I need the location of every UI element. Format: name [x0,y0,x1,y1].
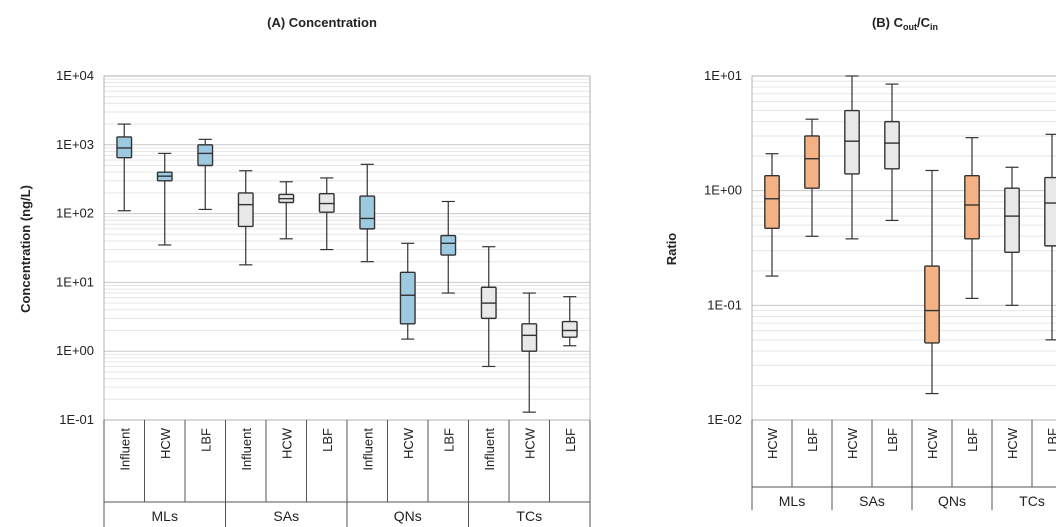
y-tick-label: 1E+00 [704,183,742,198]
box-tcs-lbf [561,296,578,347]
group-label: MLs [152,508,178,524]
box-tcs-hcw [1004,166,1020,306]
y-tick-label: 1E-01 [707,297,742,312]
category-label: LBF [885,428,900,452]
box-qns-lbf [440,200,457,294]
iqr-box [844,109,860,175]
iqr-box [1044,176,1056,247]
iqr-box [440,234,457,256]
box-sas-lbf [318,177,335,251]
panel-a-boxes [116,123,578,413]
y-tick-label: 1E+01 [704,68,742,83]
iqr-box [964,175,980,240]
box-sas-influent [237,170,254,266]
group-label: TCs [516,508,542,524]
panel-a-y-ticks: 1E+04 1E+03 1E+02 1E+01 1E+00 1E-01 [56,68,94,427]
box-qns-hcw [924,169,940,395]
category-label: HCW [522,427,537,459]
category-label: LBF [1045,428,1056,452]
category-label: LBF [441,428,456,452]
category-label: LBF [563,428,578,452]
panel-a-title: (A) Concentration [267,15,377,30]
box-tcs-influent [480,246,497,368]
category-label: Influent [239,428,254,471]
category-label: Influent [117,428,132,471]
y-tick-label: 1E+03 [56,137,94,152]
panel-a-gridlines [103,75,591,421]
iqr-box [197,144,214,167]
iqr-box [561,320,578,338]
y-tick-label: 1E+01 [56,274,94,289]
panel-a-category-axis: Influent HCW LBF MLs Influent HCW LBF SAs Influe… [103,420,591,527]
panel-b-y-axis-label: Ratio [664,233,679,266]
y-tick-label: 1E+04 [56,68,94,83]
iqr-box [884,120,900,170]
category-label: LBF [198,428,213,452]
category-label: HCW [158,427,173,459]
box-sas-hcw [278,181,295,240]
box-qns-lbf [964,137,980,299]
category-label: HCW [401,427,416,459]
box-tcs-lbf [1044,133,1056,341]
y-tick-label: 1E+02 [56,206,94,221]
box-mls-hcw [156,152,173,246]
iqr-box [521,323,538,352]
group-label: QNs [938,493,966,509]
y-tick-label: 1E-01 [59,412,94,427]
box-mls-hcw [764,153,780,277]
iqr-box [924,265,940,344]
box-tcs-hcw [521,292,538,413]
iqr-box [804,135,820,189]
group-label: QNs [394,508,422,524]
category-label: Influent [482,428,497,471]
box-mls-lbf [804,118,820,237]
panel-b-category-axis: HCW LBF MLs HCW LBF SAs HCW LBF QNs HCW LBF TCs [751,420,1056,510]
y-tick-label: 1E+00 [56,343,94,358]
box-qns-hcw [399,242,416,340]
panel-a-y-axis-label: Concentration (ng/L) [18,185,33,313]
category-label: HCW [279,427,294,459]
box-mls-lbf [197,138,214,211]
category-label: Influent [360,428,375,471]
box-sas-lbf [884,83,900,222]
panel-a-concentration: (A) Concentration Concentration (ng/L) 1… [18,15,591,527]
category-label: LBF [965,428,980,452]
iqr-box [359,195,376,230]
category-label: LBF [805,428,820,452]
panel-b-ratio: (B) Cout/Cin Ratio 1E+011E+001E-011E-02 … [664,15,1056,510]
plot-frame [103,75,591,421]
box-qns-influent [359,163,376,263]
category-label: HCW [765,427,780,459]
category-label: LBF [320,428,335,452]
group-label: MLs [779,493,805,509]
category-label: HCW [925,427,940,459]
iqr-box [237,192,254,228]
group-label: TCs [1019,493,1045,509]
y-tick-label: 1E-02 [707,412,742,427]
box-mls-influent [116,123,133,212]
panel-b-title: (B) Cout/Cin [872,15,938,32]
iqr-box [764,175,780,229]
group-label: SAs [859,493,885,509]
panel-b-y-ticks: 1E+01 1E+00 1E-01 1E-02 [704,68,742,427]
category-label: HCW [1005,427,1020,459]
group-label: SAs [273,508,299,524]
category-label: HCW [845,427,860,459]
iqr-box [399,271,416,325]
box-sas-hcw [844,75,860,240]
panel-b-boxes [764,75,1056,395]
iqr-box [1004,187,1020,254]
